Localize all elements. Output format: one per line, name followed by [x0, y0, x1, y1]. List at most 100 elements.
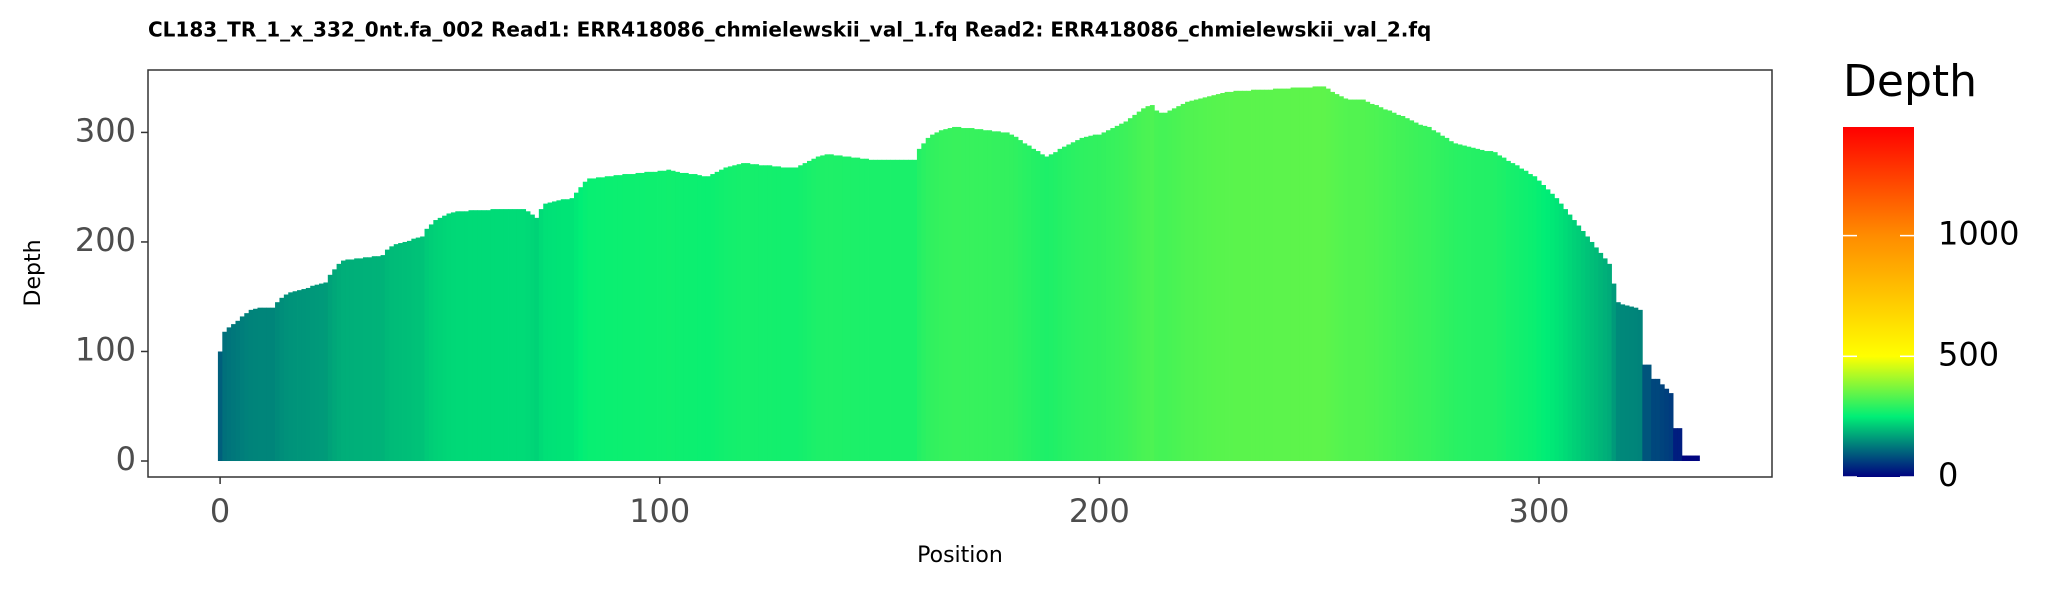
bar — [371, 256, 377, 462]
bar — [358, 258, 364, 462]
bar — [1312, 86, 1318, 462]
bar — [266, 307, 272, 462]
bar — [1110, 128, 1116, 462]
bar — [1053, 152, 1058, 462]
bar — [1290, 87, 1296, 462]
bar — [1418, 124, 1423, 462]
bar — [279, 297, 285, 462]
bar — [1475, 148, 1481, 462]
legend-tick-label: 1000 — [1938, 215, 2019, 253]
bar — [1615, 302, 1621, 462]
bar — [749, 164, 755, 462]
bar — [916, 148, 922, 462]
bar — [1607, 263, 1612, 462]
bar — [833, 155, 839, 462]
bar — [1026, 145, 1032, 462]
bar — [921, 143, 927, 462]
bar — [1659, 384, 1665, 462]
bar — [384, 249, 390, 462]
bar — [472, 210, 478, 462]
bar — [1374, 105, 1379, 462]
bar — [719, 169, 724, 462]
bar — [415, 237, 421, 462]
bar — [1207, 96, 1212, 462]
bar — [538, 209, 544, 462]
bar — [587, 178, 592, 462]
bar — [1097, 134, 1102, 462]
bar — [1484, 151, 1489, 462]
bar — [1690, 455, 1696, 462]
bar — [697, 175, 702, 462]
bar — [530, 214, 535, 462]
bar — [389, 246, 395, 462]
bar — [1149, 105, 1155, 462]
bar — [947, 128, 953, 462]
bar — [424, 228, 430, 462]
bar — [1673, 428, 1678, 462]
bar — [776, 166, 782, 462]
bar — [1462, 145, 1467, 462]
bar — [604, 176, 610, 462]
bar — [1382, 109, 1388, 462]
bar — [842, 156, 847, 462]
bar — [758, 165, 764, 462]
bar — [349, 259, 355, 462]
bar — [1220, 93, 1226, 462]
bar — [578, 187, 584, 462]
bar — [824, 154, 830, 462]
bar — [239, 316, 245, 462]
bar — [1136, 111, 1142, 462]
bar — [376, 256, 381, 462]
bar — [648, 171, 654, 462]
bar — [938, 130, 944, 462]
bar — [1048, 154, 1054, 462]
bar — [1506, 160, 1511, 462]
bar — [877, 159, 883, 462]
bar — [1589, 241, 1595, 462]
bar — [723, 167, 729, 462]
bar — [1224, 91, 1230, 462]
bar — [380, 255, 386, 462]
bar — [1338, 96, 1344, 462]
bar — [494, 209, 500, 462]
bar — [1044, 156, 1050, 462]
bar — [1105, 130, 1111, 462]
bar — [807, 160, 812, 462]
bar — [1233, 90, 1239, 462]
bar — [868, 159, 874, 462]
bar — [1629, 306, 1634, 462]
bar — [644, 171, 650, 462]
bar — [1554, 198, 1560, 462]
bar — [288, 292, 294, 462]
bar — [1514, 165, 1520, 462]
bar — [552, 201, 557, 462]
bar — [1664, 388, 1670, 462]
bar — [670, 170, 676, 462]
bar — [631, 174, 636, 462]
bar — [244, 313, 250, 462]
bar — [982, 130, 988, 462]
bar — [741, 163, 746, 462]
bar — [1356, 99, 1362, 462]
bar — [692, 174, 698, 462]
bar — [996, 131, 1001, 462]
bar — [820, 155, 825, 462]
bar — [802, 163, 808, 462]
bar — [1145, 106, 1151, 462]
bar — [565, 199, 571, 462]
bar — [1061, 146, 1067, 462]
bar — [1075, 140, 1080, 462]
bar — [912, 159, 918, 462]
bar — [1022, 143, 1028, 462]
bar — [1396, 114, 1401, 462]
bar — [1681, 455, 1687, 462]
y-tick-label: 300 — [75, 111, 136, 149]
bar — [1422, 125, 1428, 462]
bar — [1268, 89, 1274, 462]
bar — [763, 165, 768, 462]
bar — [556, 200, 562, 462]
bar — [450, 212, 456, 462]
bar — [991, 131, 997, 462]
bar — [1321, 86, 1327, 462]
bar — [1035, 151, 1041, 462]
